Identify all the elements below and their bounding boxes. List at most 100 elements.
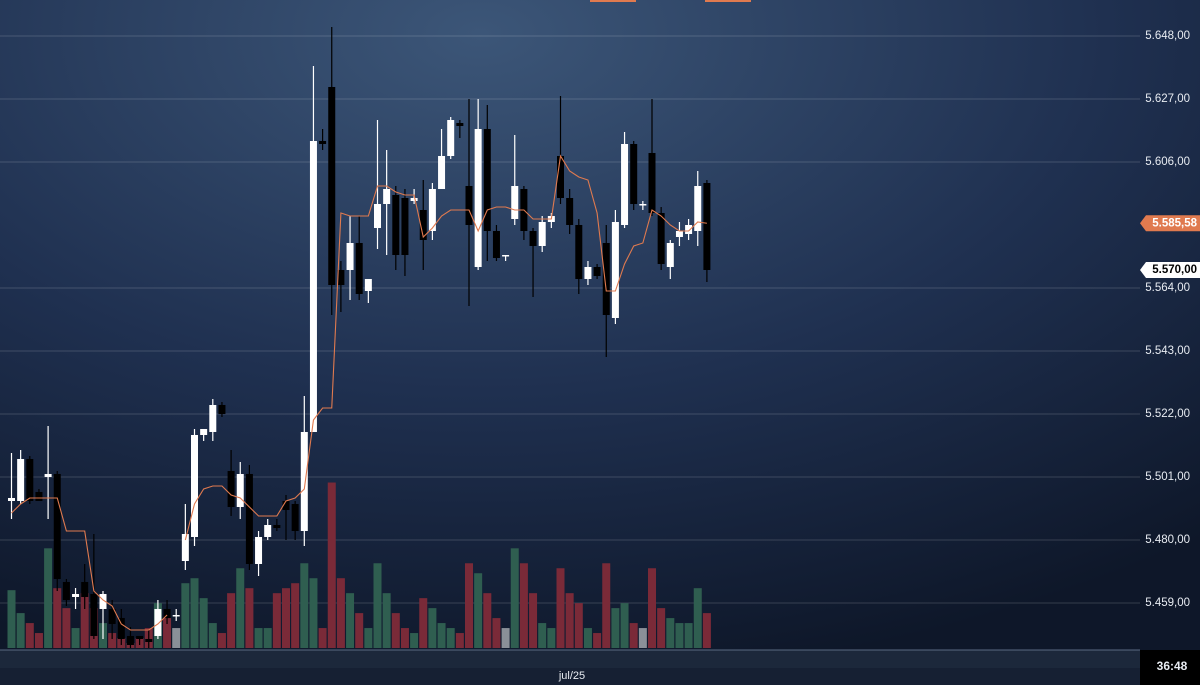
candle-body (90, 593, 98, 636)
candle-body (364, 278, 372, 291)
volume-bar (245, 588, 254, 648)
candle-body (428, 188, 436, 231)
volume-bar (291, 583, 300, 648)
candle-body (529, 230, 537, 246)
volume-bar (529, 593, 538, 648)
volume-bar (391, 613, 400, 648)
candle-body (675, 230, 683, 237)
candle-body (639, 203, 647, 206)
candle-body (154, 608, 162, 636)
volume-bar (300, 563, 309, 648)
candle-body (419, 209, 427, 240)
volume-bar (547, 628, 556, 648)
candle-body (136, 635, 144, 639)
candle-body (117, 617, 125, 639)
candle-body (666, 242, 674, 267)
candle-body (209, 404, 217, 432)
volume-bar (638, 628, 647, 648)
candle-body (172, 614, 180, 617)
candle-body (465, 185, 473, 225)
volume-bar (236, 568, 245, 648)
y-tick-label: 5.627,00 (1145, 93, 1190, 105)
volume-bar (80, 593, 89, 648)
y-tick-label: 5.522,00 (1145, 408, 1190, 420)
candle-body (255, 536, 263, 564)
candle-body (557, 155, 564, 198)
y-tick-label: 5.648,00 (1145, 30, 1190, 42)
candle-body (438, 155, 446, 189)
volume-bar (400, 628, 409, 648)
candle-body (355, 242, 363, 294)
volume-bar (217, 633, 226, 648)
volume-bar (108, 633, 117, 648)
candle-body (8, 497, 15, 501)
y-tick-label: 5.480,00 (1145, 534, 1190, 546)
y-tick-label: 5.459,00 (1145, 597, 1190, 609)
volume-bar (71, 628, 80, 648)
volume-bar (648, 568, 656, 648)
candle-body (200, 428, 208, 435)
countdown: 36:48 (1157, 659, 1188, 673)
volume-bar (373, 563, 382, 648)
candle-body (62, 581, 70, 600)
candle-body (575, 224, 583, 279)
ma-price-tag: 5.585,58 (1152, 217, 1197, 229)
volume-bar (172, 628, 181, 648)
volume-bar (483, 593, 492, 648)
volume-bar (208, 623, 217, 648)
candle-body (227, 470, 235, 507)
volume-bar (346, 593, 355, 648)
volume-bar (666, 618, 675, 648)
candle-body (383, 188, 391, 204)
volume-bar (702, 613, 711, 648)
candle-body (72, 593, 80, 597)
candle-body (502, 254, 510, 257)
candle-body (291, 503, 299, 531)
y-tick-label: 5.501,00 (1145, 471, 1190, 483)
candle-body (602, 242, 610, 315)
candle-body (685, 224, 693, 234)
candle-body (81, 581, 89, 597)
volume-bar (62, 608, 71, 648)
candle-body (492, 230, 500, 258)
volume-bar (309, 578, 318, 648)
volume-bar (336, 578, 345, 648)
volume-bar (227, 593, 236, 648)
candle-body (17, 458, 25, 501)
volume-bar (428, 608, 437, 648)
volume-bar (657, 608, 666, 648)
candle-body (273, 524, 281, 528)
candle-body (703, 182, 711, 270)
moving-average-line (11, 154, 707, 631)
volume-bar (693, 588, 702, 648)
candle-body (191, 434, 198, 537)
volume-bar (455, 633, 464, 648)
volume-bar (410, 633, 419, 648)
volume-bar (190, 578, 199, 648)
candle-body (456, 122, 464, 126)
volume-bar (556, 568, 565, 648)
candle-body (53, 473, 61, 579)
volume-bar (519, 563, 528, 648)
volume-bar (254, 628, 263, 648)
volume-bar (510, 548, 519, 648)
volume-bar (437, 623, 446, 648)
candle-body (611, 221, 619, 318)
candle-body (374, 203, 381, 228)
volume-bar (364, 628, 373, 648)
y-tick-label: 5.606,00 (1145, 156, 1190, 168)
candle-body (566, 197, 574, 225)
candle-body (163, 608, 171, 618)
candle-body (401, 197, 409, 255)
candle-body (218, 404, 226, 414)
candle-body (392, 194, 400, 255)
candle-body (410, 197, 418, 201)
volume-bar (44, 548, 53, 648)
candle-body (99, 593, 107, 609)
volume-bar (7, 590, 16, 648)
candle-body (108, 608, 116, 624)
candle-body (648, 152, 656, 213)
volume-bar (272, 593, 281, 648)
